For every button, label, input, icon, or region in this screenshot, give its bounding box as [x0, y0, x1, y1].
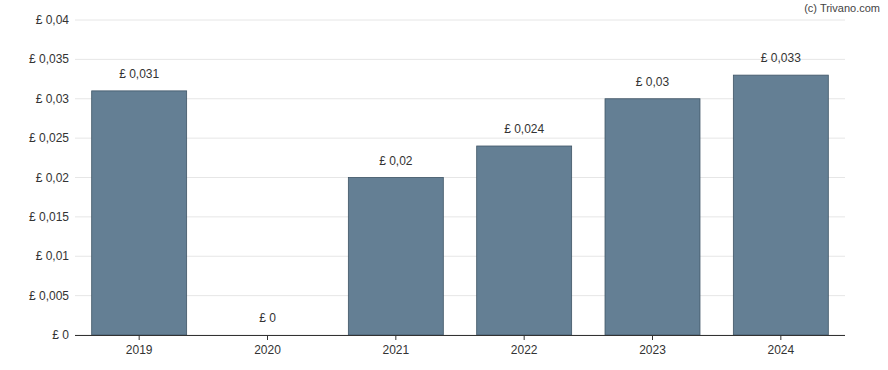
y-tick-label: £ 0,005 [29, 289, 69, 303]
y-tick-label: £ 0,025 [29, 131, 69, 145]
x-tick-label: 2021 [382, 343, 409, 357]
bar [348, 178, 443, 336]
data-label: £ 0 [259, 311, 276, 325]
y-tick-label: £ 0,035 [29, 52, 69, 66]
x-tick [395, 335, 396, 340]
grid-line [75, 98, 845, 99]
x-tick [524, 335, 525, 340]
credit: (c) Trivano.com [804, 2, 880, 14]
x-tick-label: 2023 [639, 343, 666, 357]
x-tick [267, 335, 268, 340]
data-label: £ 0,03 [636, 75, 670, 89]
y-tick-label: £ 0,04 [36, 13, 70, 27]
grid-line [75, 256, 845, 257]
data-label: £ 0,02 [379, 154, 413, 168]
bar [477, 146, 572, 335]
x-tick-label: 2024 [767, 343, 794, 357]
y-tick-label: £ 0 [52, 328, 69, 342]
grid-line [75, 138, 845, 139]
bar [92, 91, 187, 335]
x-tick-label: 2020 [254, 343, 281, 357]
bars [92, 75, 829, 335]
data-label: £ 0,031 [119, 67, 159, 81]
y-tick-label: £ 0,01 [36, 249, 70, 263]
x-tick [139, 335, 140, 340]
grid-line [75, 20, 845, 21]
chart: £ 0 £ 0,005 £ 0,01 £ 0,015 £ 0,02 £ 0,025 £ 0,… [0, 0, 888, 370]
bar [220, 335, 315, 336]
data-label: £ 0,033 [761, 51, 801, 65]
y-tick-label: £ 0,015 [29, 210, 69, 224]
x-tick-label: 2022 [511, 343, 538, 357]
y-tick-label: £ 0,02 [36, 171, 70, 185]
x-tick [780, 335, 781, 340]
x-tick-label: 2019 [126, 343, 153, 357]
bar [605, 99, 700, 335]
y-tick-label: £ 0,03 [36, 92, 70, 106]
grid-line [75, 335, 845, 336]
bar [733, 75, 828, 335]
grid-line [75, 59, 845, 60]
x-axis-line [75, 335, 845, 336]
x-tick [652, 335, 653, 340]
grid-line [75, 177, 845, 178]
data-label: £ 0,024 [504, 122, 544, 136]
grid-line [75, 216, 845, 217]
grid-line [75, 295, 845, 296]
